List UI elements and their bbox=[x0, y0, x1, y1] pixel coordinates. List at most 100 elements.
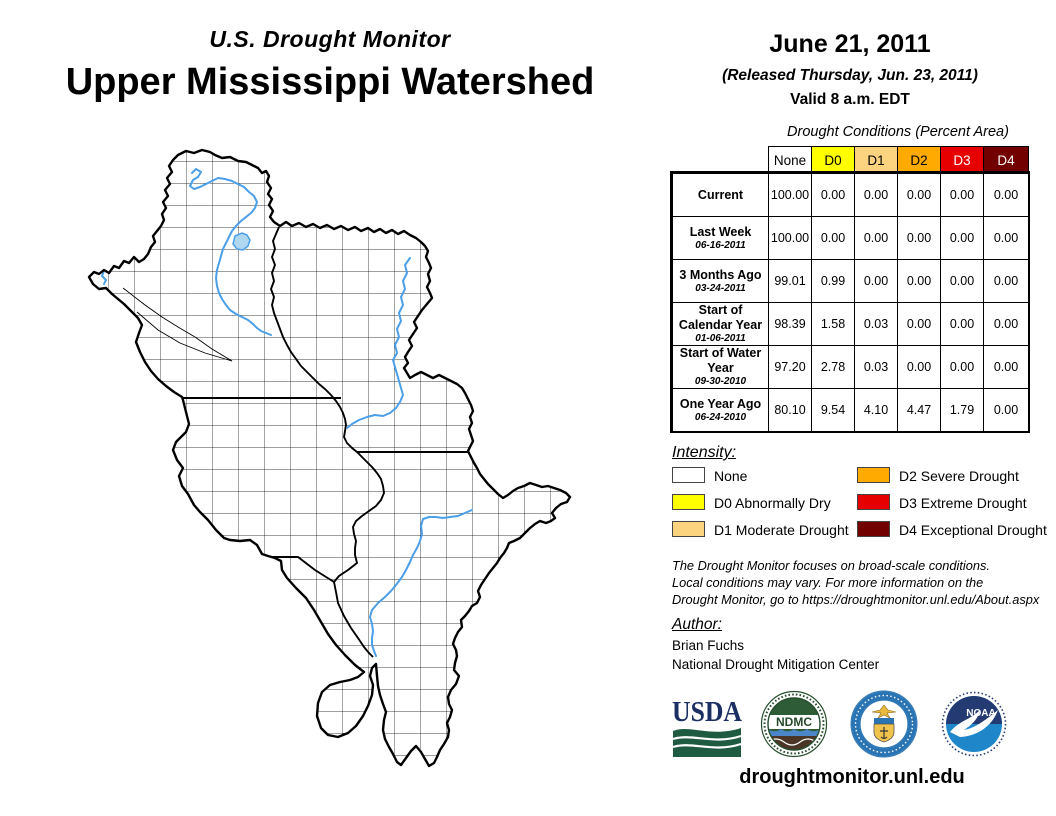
commerce-seal-icon bbox=[850, 690, 918, 763]
usda-wordmark: USDA bbox=[672, 696, 742, 728]
author-org: National Drought Mitigation Center bbox=[672, 657, 880, 672]
author-title: Author: bbox=[672, 616, 722, 633]
lake bbox=[232, 232, 251, 251]
cell: 99.01 bbox=[768, 259, 812, 303]
ndmc-wordmark: NDMC bbox=[776, 715, 812, 729]
wisconsin-river bbox=[346, 257, 411, 429]
disclaimer-line: The Drought Monitor focuses on broad-sca… bbox=[672, 558, 990, 573]
cell: 0.00 bbox=[983, 259, 1029, 303]
cell: 0.00 bbox=[897, 216, 941, 260]
cell: 0.00 bbox=[897, 345, 941, 389]
row-label-current: Current bbox=[672, 173, 769, 217]
table-caption: Drought Conditions (Percent Area) bbox=[787, 124, 1009, 140]
noaa-logo: NOAA bbox=[940, 690, 1008, 763]
author-name: Brian Fuchs bbox=[672, 638, 745, 653]
rivers bbox=[99, 168, 473, 657]
cell: 4.10 bbox=[854, 388, 898, 432]
row-label-one-year-ago: One Year Ago 06-24-2010 bbox=[672, 388, 769, 432]
cell: 0.00 bbox=[983, 216, 1029, 260]
cell: 0.00 bbox=[854, 173, 898, 217]
row-label-last-week: Last Week 06-16-2011 bbox=[672, 216, 769, 260]
cell: 0.00 bbox=[854, 216, 898, 260]
column-header-d3: D3 bbox=[940, 146, 984, 174]
report-subtitle: U.S. Drought Monitor bbox=[209, 26, 451, 52]
row-label-3-months-ago: 3 Months Ago 03-24-2011 bbox=[672, 259, 769, 303]
header-spacer bbox=[673, 147, 769, 174]
column-header-d1: D1 bbox=[854, 146, 898, 174]
d1-swatch bbox=[672, 521, 705, 537]
row-date: 06-24-2010 bbox=[694, 411, 747, 423]
cell: 0.00 bbox=[983, 388, 1029, 432]
valid-time: Valid 8 a.m. EDT bbox=[790, 91, 910, 108]
cell: 0.00 bbox=[940, 302, 984, 346]
d0-swatch bbox=[672, 494, 705, 510]
cell: 0.00 bbox=[940, 173, 984, 217]
disclaimer: The Drought Monitor focuses on broad-sca… bbox=[672, 557, 1052, 608]
cell: 9.54 bbox=[811, 388, 855, 432]
row-label-start-water-year: Start of Water Year 09-30-2010 bbox=[672, 345, 769, 389]
watershed-map bbox=[70, 135, 660, 805]
mississippi-river bbox=[189, 168, 272, 336]
row-date: 01-06-2011 bbox=[695, 333, 746, 345]
column-header-none: None bbox=[768, 146, 812, 174]
illinois-river bbox=[369, 509, 473, 657]
legend-item-d1: D1 Moderate Drought bbox=[672, 521, 849, 538]
disclaimer-line: Local conditions may vary. For more info… bbox=[672, 575, 984, 590]
cell: 1.79 bbox=[940, 388, 984, 432]
table-row: Start of Calendar Year 01-06-2011 98.39 1… bbox=[672, 302, 1029, 346]
ndmc-logo: NDMC bbox=[760, 690, 828, 763]
column-header-d0: D0 bbox=[811, 146, 855, 174]
legend-title: Intensity: bbox=[672, 444, 737, 461]
cell: 80.10 bbox=[768, 388, 812, 432]
usda-logo: USDA bbox=[670, 694, 744, 769]
cell: 98.39 bbox=[768, 302, 812, 346]
cell: 0.00 bbox=[940, 345, 984, 389]
table-row: Current 100.00 0.00 0.00 0.00 0.00 0.00 bbox=[672, 173, 1029, 217]
column-header-d4: D4 bbox=[983, 146, 1029, 174]
state-boundaries bbox=[182, 226, 468, 658]
table-header-row: None D0 D1 D2 D3 D4 bbox=[673, 146, 1029, 174]
d4-swatch bbox=[857, 521, 890, 537]
row-date: 09-30-2010 bbox=[694, 376, 747, 388]
report-header: U.S. Drought Monitor Upper Mississippi W… bbox=[0, 26, 660, 104]
cell: 0.99 bbox=[811, 259, 855, 303]
noaa-ring-text bbox=[941, 691, 1007, 757]
minnesota-river-lines bbox=[122, 287, 233, 362]
cell: 0.00 bbox=[811, 216, 855, 260]
legend-item-d0: D0 Abnormally Dry bbox=[672, 494, 842, 511]
row-label-start-calendar-year: Start of Calendar Year 01-06-2011 bbox=[672, 302, 769, 346]
cell: 0.00 bbox=[897, 302, 941, 346]
d2-swatch bbox=[857, 467, 890, 483]
cell: 0.00 bbox=[897, 173, 941, 217]
legend-item-d3: D3 Extreme Drought bbox=[857, 494, 1047, 511]
cell: 0.00 bbox=[983, 345, 1029, 389]
table-row: 3 Months Ago 03-24-2011 99.01 0.99 0.00 0… bbox=[672, 259, 1029, 303]
cell: 97.20 bbox=[768, 345, 812, 389]
none-swatch bbox=[672, 467, 705, 483]
anchor-icon bbox=[880, 727, 888, 740]
ndmc-ring-text bbox=[763, 693, 825, 755]
page-title: Upper Mississippi Watershed bbox=[65, 61, 595, 103]
date-block: June 21, 2011 (Released Thursday, Jun. 2… bbox=[672, 30, 1028, 109]
watershed-map-svg bbox=[87, 148, 572, 768]
cell: 0.00 bbox=[940, 216, 984, 260]
column-header-d2: D2 bbox=[897, 146, 941, 174]
cell: 4.47 bbox=[897, 388, 941, 432]
cell: 0.03 bbox=[854, 302, 898, 346]
cell: 100.00 bbox=[768, 216, 812, 260]
cell: 0.03 bbox=[854, 345, 898, 389]
cell: 0.00 bbox=[854, 259, 898, 303]
footer-url: droughtmonitor.unl.edu bbox=[739, 766, 965, 788]
cell: 0.00 bbox=[940, 259, 984, 303]
disclaimer-line: Drought Monitor, go to https://droughtmo… bbox=[672, 592, 1040, 607]
noaa-wordmark: NOAA bbox=[966, 708, 995, 719]
row-date: 06-16-2011 bbox=[695, 239, 746, 251]
legend-item-d2: D2 Severe Drought bbox=[857, 467, 1047, 484]
legend-item-none: None bbox=[672, 467, 842, 484]
seagull-icon bbox=[950, 710, 998, 737]
row-date: 03-24-2011 bbox=[695, 282, 746, 294]
map-date: June 21, 2011 bbox=[769, 30, 931, 58]
cell: 0.00 bbox=[983, 173, 1029, 217]
release-date: (Released Thursday, Jun. 23, 2011) bbox=[722, 67, 978, 84]
